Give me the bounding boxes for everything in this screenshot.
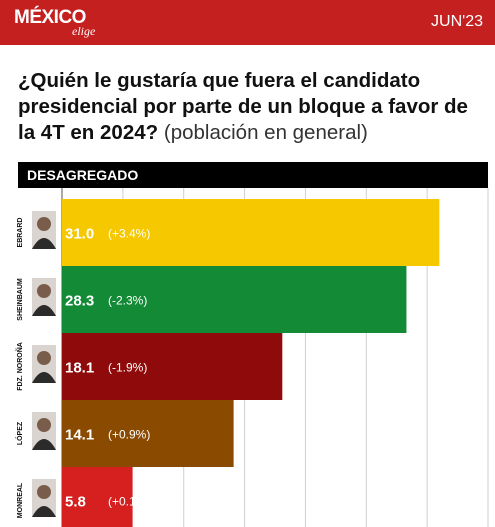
category-label: FDZ. NOROÑA [15, 342, 24, 391]
candidate-photo-body [32, 372, 56, 383]
candidate-photo-body [32, 305, 56, 316]
candidate-photo-head [37, 351, 51, 365]
question-main: ¿Quién le gustaría que fuera el candidat… [18, 69, 468, 144]
brand-logo: MÉXICO [14, 7, 86, 28]
bar-2 [62, 266, 407, 333]
category-label: MONREAL [17, 482, 24, 518]
question-title: ¿Quién le gustaría que fuera el candidat… [18, 68, 488, 146]
candidate-photo-body [32, 439, 56, 450]
value-label: 5.8 [65, 494, 86, 511]
value-label: 18.1 [65, 360, 94, 377]
question-sub: (población en general) [163, 121, 368, 144]
candidate-photo-body [32, 506, 56, 517]
category-label: SHEINBAUM [17, 278, 24, 321]
candidate-photo-head [37, 217, 51, 231]
section-label: DESAGREGADO [27, 167, 139, 183]
candidate-photo-head [37, 418, 51, 432]
bar-4 [62, 400, 234, 467]
change-label: (-2.3%) [108, 294, 147, 308]
header-bar: MÉXICO elige JUN'23 [0, 0, 495, 45]
change-label: (-1.9%) [108, 361, 147, 375]
change-label: (+0.9%) [108, 428, 150, 442]
candidate-photo-head [37, 284, 51, 298]
candidate-photo-head [37, 485, 51, 499]
bar-3 [62, 333, 283, 400]
section-header: DESAGREGADO [18, 162, 488, 188]
category-label: LÓPEZ [15, 421, 24, 445]
change-label: (+3.4%) [108, 227, 150, 241]
value-label: 31.0 [65, 226, 94, 243]
value-label: 28.3 [65, 293, 94, 310]
survey-date: JUN'23 [431, 13, 483, 30]
bar-5 [62, 467, 133, 527]
category-label: EBRARD [17, 218, 24, 248]
change-label: (+0.1%) [108, 495, 150, 509]
value-label: 14.1 [65, 427, 94, 444]
bar-1 [62, 199, 440, 266]
brand-logo-sub: elige [72, 24, 96, 38]
candidate-photo-body [32, 238, 56, 249]
